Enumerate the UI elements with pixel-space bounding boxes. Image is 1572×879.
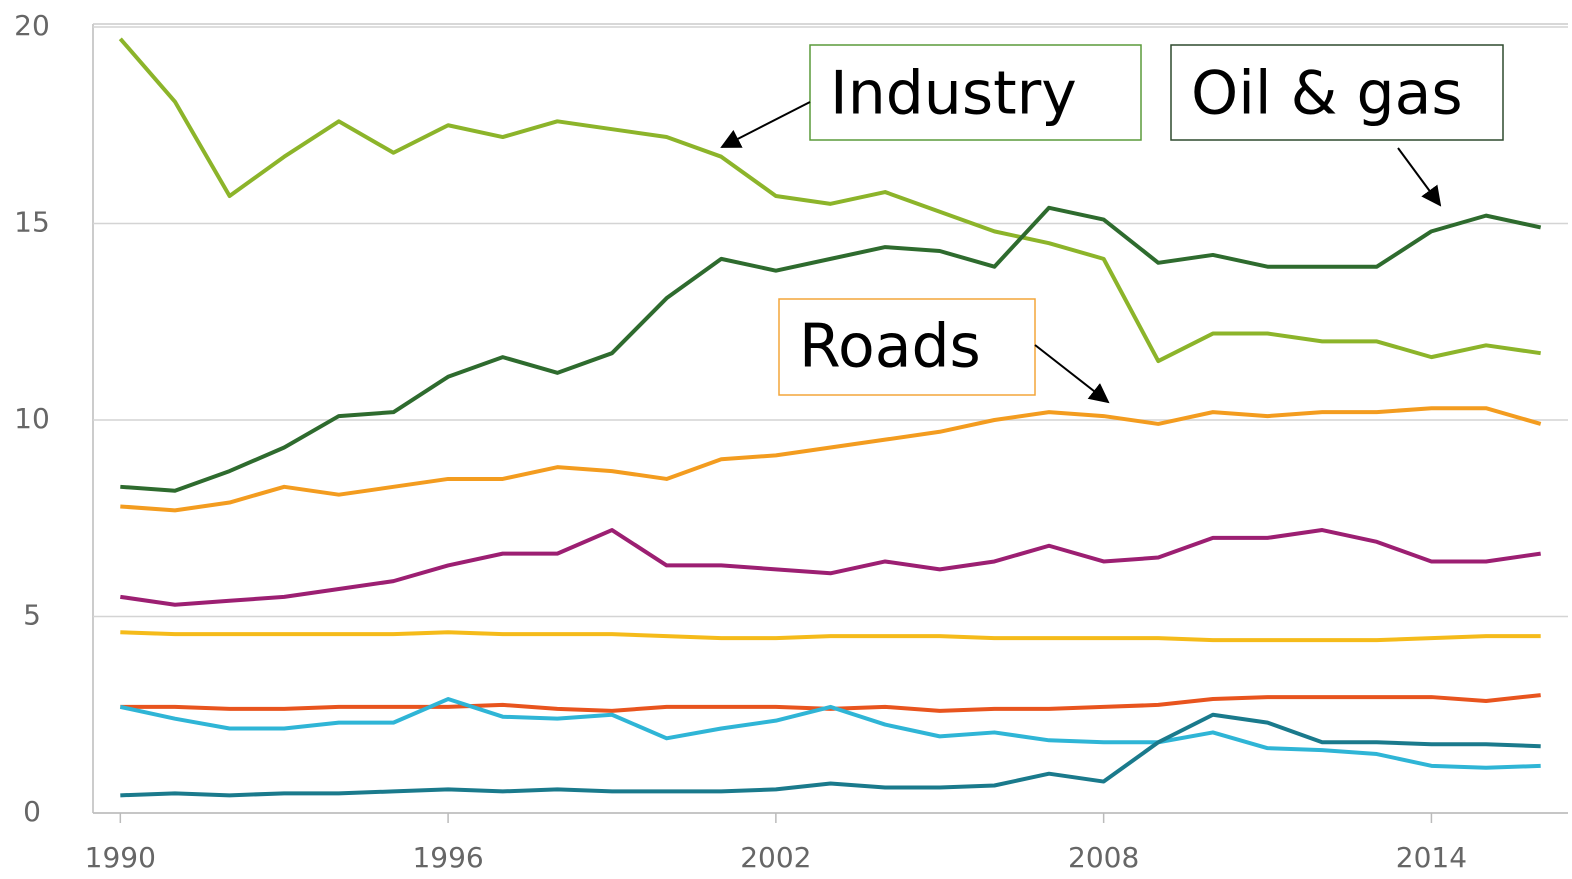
series-line (119, 697, 1541, 770)
annotation-box (809, 44, 1142, 141)
annotation-box (1170, 44, 1504, 141)
y-tick-label: 15 (14, 206, 50, 239)
y-tick-label: 0 (23, 795, 41, 828)
x-tick-label: 2002 (740, 841, 811, 874)
series-line (120, 630, 1541, 643)
series-line (120, 712, 1541, 798)
x-tick-label: 1996 (412, 841, 483, 874)
series-line (120, 406, 1542, 513)
y-tick-label: 5 (23, 599, 41, 632)
lines (118, 37, 1542, 798)
series-line (118, 37, 1541, 364)
annotation-arrow (1034, 344, 1110, 404)
annotation: Oil & gas (1191, 59, 1463, 129)
grid: 0 5 10 15 20 1990 1996 2002 2008 2014 (14, 9, 1568, 874)
annotation: Industry (830, 59, 1077, 129)
annotation-box (778, 298, 1036, 396)
series-line (120, 528, 1541, 607)
y-tick-label: 10 (14, 402, 50, 435)
series-line (120, 205, 1542, 493)
y-tick-label: 20 (14, 9, 50, 42)
annotations: Industry Oil & gas Roads (720, 44, 1504, 404)
annotation-arrow (720, 101, 811, 148)
x-tick-label: 1990 (85, 841, 156, 874)
x-tick-label: 2008 (1068, 841, 1139, 874)
x-tick-label: 2014 (1396, 841, 1467, 874)
annotation-arrow (1397, 147, 1442, 207)
annotation: Roads (799, 312, 981, 382)
